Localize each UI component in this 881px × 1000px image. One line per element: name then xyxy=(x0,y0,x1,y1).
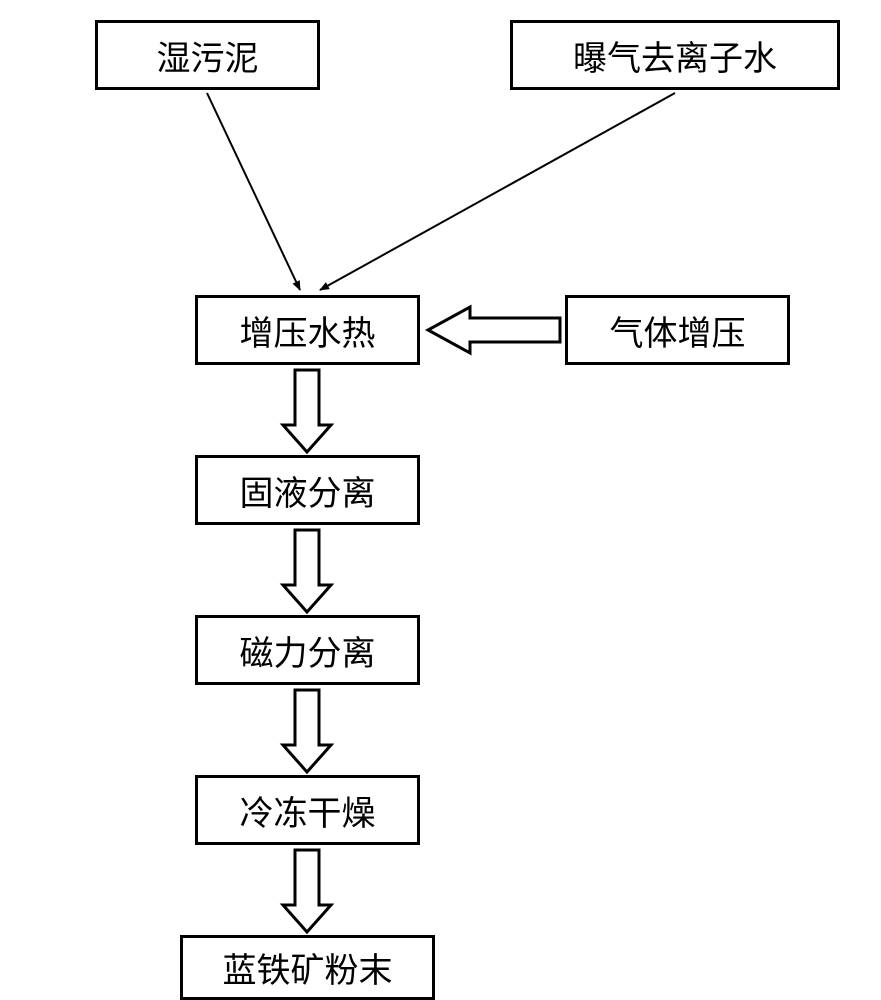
node-magnetic-sep: 磁力分离 xyxy=(195,615,420,685)
node-vivianite-powder: 蓝铁矿粉末 xyxy=(180,935,435,1000)
node-label: 蓝铁矿粉末 xyxy=(223,943,393,992)
edge-wet-sludge-to-hydro xyxy=(207,93,300,290)
edge-sls-to-magsep xyxy=(283,530,331,612)
edge-magsep-to-freeze xyxy=(283,690,331,772)
node-label: 磁力分离 xyxy=(240,626,376,675)
edge-hydro-to-sls xyxy=(283,370,331,452)
edge-gas-to-hydro xyxy=(428,307,560,353)
node-label: 湿污泥 xyxy=(157,31,259,80)
node-wet-sludge: 湿污泥 xyxy=(95,20,320,90)
node-freeze-dry: 冷冻干燥 xyxy=(195,775,420,845)
node-press-hydrothermal: 增压水热 xyxy=(195,295,420,365)
node-label: 曝气去离子水 xyxy=(573,31,777,80)
node-label: 气体增压 xyxy=(610,306,746,355)
edge-freeze-to-powder xyxy=(283,850,331,932)
node-label: 冷冻干燥 xyxy=(240,786,376,835)
node-gas-pressurize: 气体增压 xyxy=(565,295,790,365)
node-aerated-water: 曝气去离子水 xyxy=(510,20,840,90)
node-label: 增压水热 xyxy=(240,306,376,355)
node-solid-liquid-sep: 固液分离 xyxy=(195,455,420,525)
arrow-layer xyxy=(0,0,881,1000)
edge-aerated-water-to-hydro xyxy=(320,93,675,290)
node-label: 固液分离 xyxy=(240,466,376,515)
